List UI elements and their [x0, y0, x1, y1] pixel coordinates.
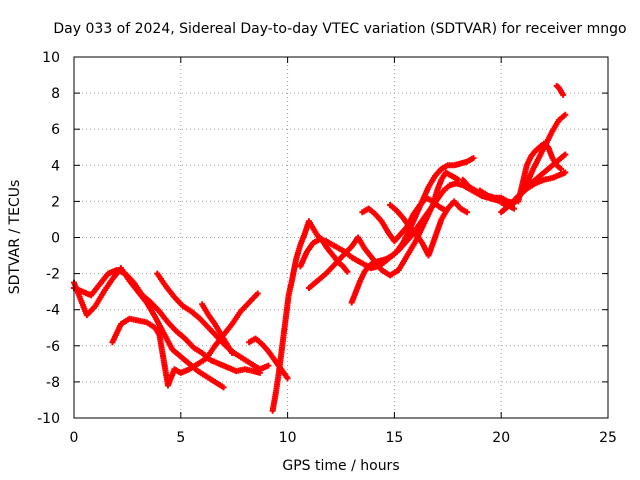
y-tick-label: 10: [42, 50, 60, 66]
y-tick-label: -6: [46, 339, 60, 355]
x-tick-label: 15: [385, 430, 403, 446]
data-points: [71, 82, 569, 414]
data-point: [344, 268, 351, 275]
y-tick-label: 8: [51, 86, 60, 102]
x-tick-label: 25: [599, 430, 617, 446]
y-tick-label: -2: [46, 267, 60, 283]
data-point: [464, 209, 471, 216]
series-track-c: [109, 290, 261, 389]
data-point: [511, 205, 518, 212]
data-point: [284, 375, 291, 382]
series-track-e: [199, 301, 236, 357]
axis-ticks: 0 5 10 15 20 25 -10 -8 -6 -4 -2 0 2 4 6 8 10: [37, 50, 617, 446]
data-point: [558, 165, 565, 172]
series-track-b: [71, 265, 227, 391]
series-track-g: [269, 218, 351, 414]
data-point: [562, 169, 569, 176]
y-tick-label: -4: [46, 303, 60, 319]
x-tick-label: 10: [279, 430, 297, 446]
x-axis-label: GPS time / hours: [282, 458, 399, 474]
y-tick-label: 2: [51, 194, 60, 210]
x-tick-label: 20: [492, 430, 510, 446]
data-point: [229, 350, 236, 357]
data-point: [562, 111, 569, 118]
y-tick-label: 4: [51, 158, 60, 174]
grid-lines: [74, 57, 608, 418]
data-point: [254, 290, 261, 297]
chart-title: Day 033 of 2024, Sidereal Day-to-day VTE…: [53, 21, 626, 37]
series-track-o: [498, 169, 569, 216]
x-tick-label: 0: [70, 430, 79, 446]
y-tick-label: 6: [51, 122, 60, 138]
y-tick-label: 0: [51, 231, 60, 247]
data-point: [562, 151, 569, 158]
x-tick-label: 5: [176, 430, 185, 446]
data-point: [560, 91, 567, 98]
y-tick-label: -8: [46, 375, 60, 391]
data-point: [265, 362, 272, 369]
series-track-l: [387, 198, 471, 259]
data-point: [470, 155, 477, 162]
series-track-k: [359, 194, 449, 245]
y-axis-label: SDTVAR / TECUs: [7, 180, 23, 295]
series-track-q: [553, 82, 567, 98]
data-point: [220, 384, 227, 391]
series-track-p: [515, 140, 565, 205]
y-tick-label: -10: [37, 411, 60, 427]
